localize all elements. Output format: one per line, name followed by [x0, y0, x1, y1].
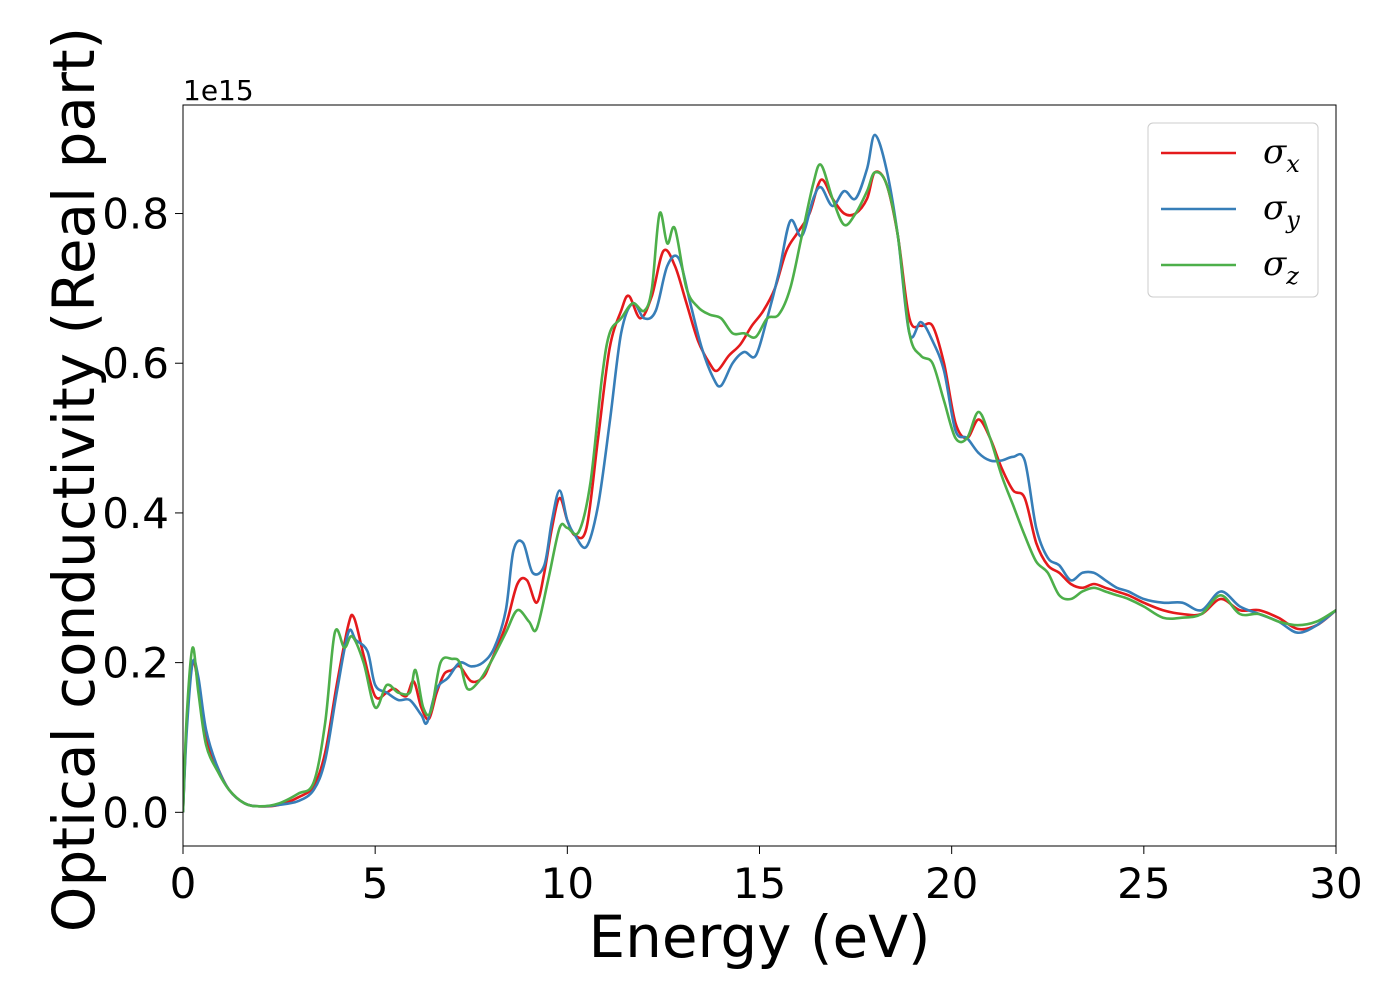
y-offset-label: 1e15 [183, 74, 254, 107]
x-tick-label: 15 [733, 859, 786, 908]
legend-label-x: σx [1263, 132, 1300, 178]
x-tick-label: 5 [362, 859, 389, 908]
legend-label-y: σy [1263, 188, 1300, 234]
x-tick-label: 30 [1309, 859, 1362, 908]
x-axis-label: Energy (eV) [588, 903, 930, 971]
y-tick-label: 0.2 [102, 639, 169, 688]
series-line-z [183, 163, 1336, 813]
y-tick-label: 0.0 [102, 788, 169, 837]
x-tick-label: 20 [925, 859, 978, 908]
series-lines [183, 133, 1336, 813]
series-line-y [183, 133, 1336, 813]
x-axis: 0 5 10 15 20 25 30 [170, 846, 1363, 908]
x-tick-label: 10 [541, 859, 594, 908]
legend-label-z: σz [1263, 244, 1299, 290]
y-axis: 0.0 0.2 0.4 0.6 0.8 [102, 190, 183, 837]
y-tick-label: 0.8 [102, 190, 169, 239]
y-axis-label: Optical conductivity (Real part) [40, 27, 108, 932]
x-tick-label: 0 [170, 859, 197, 908]
y-tick-label: 0.4 [102, 489, 169, 538]
y-tick-label: 0.6 [102, 339, 169, 388]
x-tick-label: 25 [1117, 859, 1170, 908]
series-line-x [183, 170, 1336, 813]
legend: σx σy σz [1147, 122, 1319, 298]
